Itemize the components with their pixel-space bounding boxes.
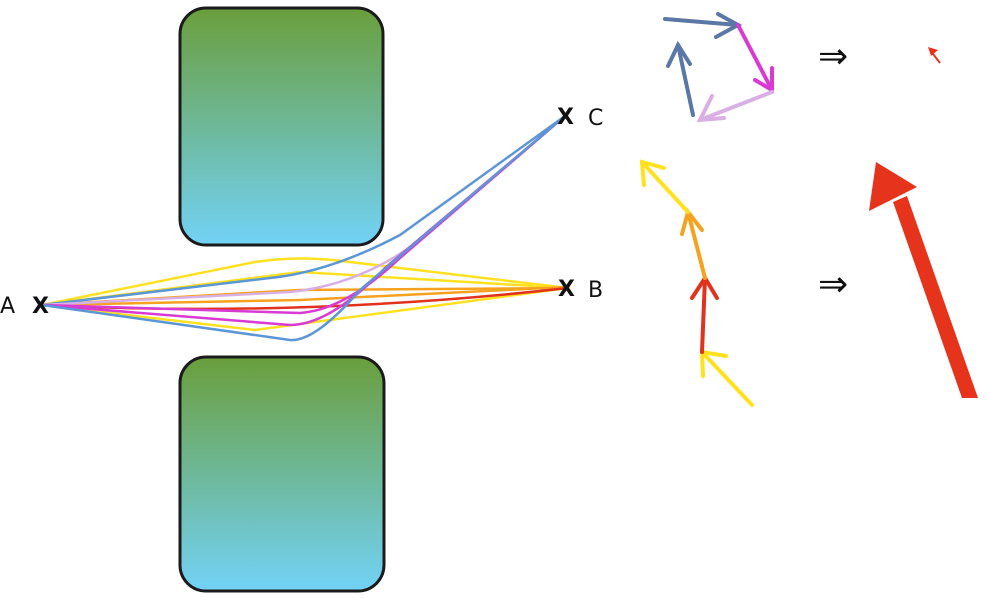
cancelling-arrows: [663, 12, 774, 123]
path-ab-orange-2: [40, 285, 570, 307]
implies-symbol-top: ⇒: [818, 36, 848, 77]
result-arrow-small-head: [928, 47, 938, 56]
arrow-slate-top: [663, 17, 740, 27]
top-barrier: [178, 6, 385, 247]
point-b-label: B: [588, 278, 603, 303]
path-ac-magenta-2: [40, 114, 567, 315]
implies-symbol-bottom: ⇒: [818, 264, 848, 305]
arrow-yellow-top: [640, 160, 690, 214]
arrowhead-yellow-top: [639, 159, 666, 187]
arrow-orange: [686, 210, 707, 280]
bottom-barrier: [178, 355, 386, 593]
arrowhead-lilac: [696, 94, 726, 123]
path-ab-yellow-upper: [40, 257, 570, 307]
point-c-label: C: [588, 106, 603, 131]
paths-a-to-b: [40, 257, 570, 332]
summing-arrows: [639, 159, 754, 407]
arrow-magenta: [736, 23, 774, 92]
point-a-label: A: [0, 294, 15, 319]
point-b-marker: X: [558, 277, 575, 302]
result-arrow-large: [869, 162, 978, 398]
result-arrow-large-shaft: [893, 196, 978, 398]
point-a-marker: X: [32, 294, 49, 319]
arrow-slate-bottom: [676, 43, 695, 117]
point-c-marker: X: [557, 105, 574, 130]
arrow-yellow-bottom: [700, 350, 754, 407]
arrow-lilac: [698, 90, 774, 122]
path-ab-yellow-lower: [40, 286, 570, 332]
path-ac-blue-upper: [40, 114, 567, 307]
paths-a-to-c: [40, 114, 567, 342]
arrow-red: [700, 276, 707, 354]
path-ac-blue-lower: [40, 114, 567, 342]
result-arrow-large-head: [869, 162, 917, 211]
result-arrow-small: [928, 47, 941, 64]
arrowhead-slate-bottom: [666, 40, 692, 68]
